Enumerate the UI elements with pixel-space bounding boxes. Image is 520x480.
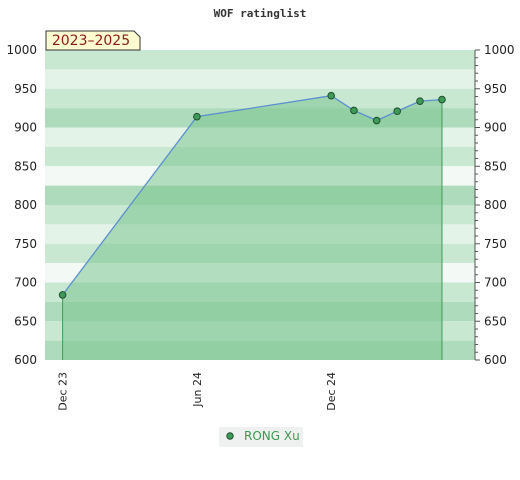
period-badge: 2023–2025 — [45, 30, 141, 51]
rating-area-fill — [62, 95, 442, 360]
y-tick-label-left: 700 — [14, 276, 37, 290]
x-tick-label: Dec 23 — [57, 372, 70, 411]
rating-points — [58, 91, 446, 299]
y-tick-label-right: 600 — [484, 353, 507, 367]
rating-point — [393, 107, 402, 116]
background-band — [45, 69, 475, 89]
y-tick-label-right: 800 — [484, 198, 507, 212]
legend-marker — [226, 432, 234, 440]
rating-area — [62, 95, 443, 360]
y-tick-label-right: 850 — [484, 159, 507, 173]
y-tick-label-right: 700 — [484, 276, 507, 290]
rating-point — [193, 112, 201, 121]
y-tick-label-left: 850 — [14, 159, 37, 173]
rating-line — [62, 95, 443, 296]
y-tick-label-right: 650 — [484, 314, 507, 328]
x-tick-label: Dec 24 — [325, 372, 338, 411]
x-tick-label: Jun 24 — [191, 372, 204, 408]
axes: 600 600 650 650 700 700 750 750 800 800 850 850 900 9… — [6, 43, 514, 411]
legend-box — [219, 427, 303, 447]
y-tick-label-right: 1000 — [484, 43, 515, 57]
y-tick-label-left: 600 — [14, 353, 37, 367]
y-tick-label-right: 900 — [484, 121, 507, 135]
y-tick-label-left: 1000 — [6, 43, 37, 57]
period-badge-box — [45, 30, 141, 51]
rating-point — [58, 291, 67, 299]
y-tick-label-left: 900 — [14, 121, 37, 135]
y-tick-label-left: 800 — [14, 198, 37, 212]
rating-point — [372, 116, 381, 125]
legend[interactable]: RONG Xu — [219, 427, 303, 447]
rating-point — [416, 97, 424, 105]
period-badge-label: 2023–2025 — [52, 33, 130, 49]
y-tick-label-right: 950 — [484, 82, 507, 96]
rating-point — [350, 106, 358, 115]
y-tick-label-left: 650 — [14, 314, 37, 328]
background-band — [45, 50, 475, 70]
y-tick-label-left: 750 — [14, 237, 37, 251]
y-tick-label-right: 750 — [484, 237, 507, 251]
chart-title: WOF ratinglist — [214, 7, 307, 20]
rating-point — [327, 91, 335, 100]
rating-point — [438, 95, 446, 104]
legend-label: RONG Xu — [244, 429, 300, 443]
y-tick-label-left: 950 — [14, 82, 37, 96]
background-band — [45, 88, 475, 109]
